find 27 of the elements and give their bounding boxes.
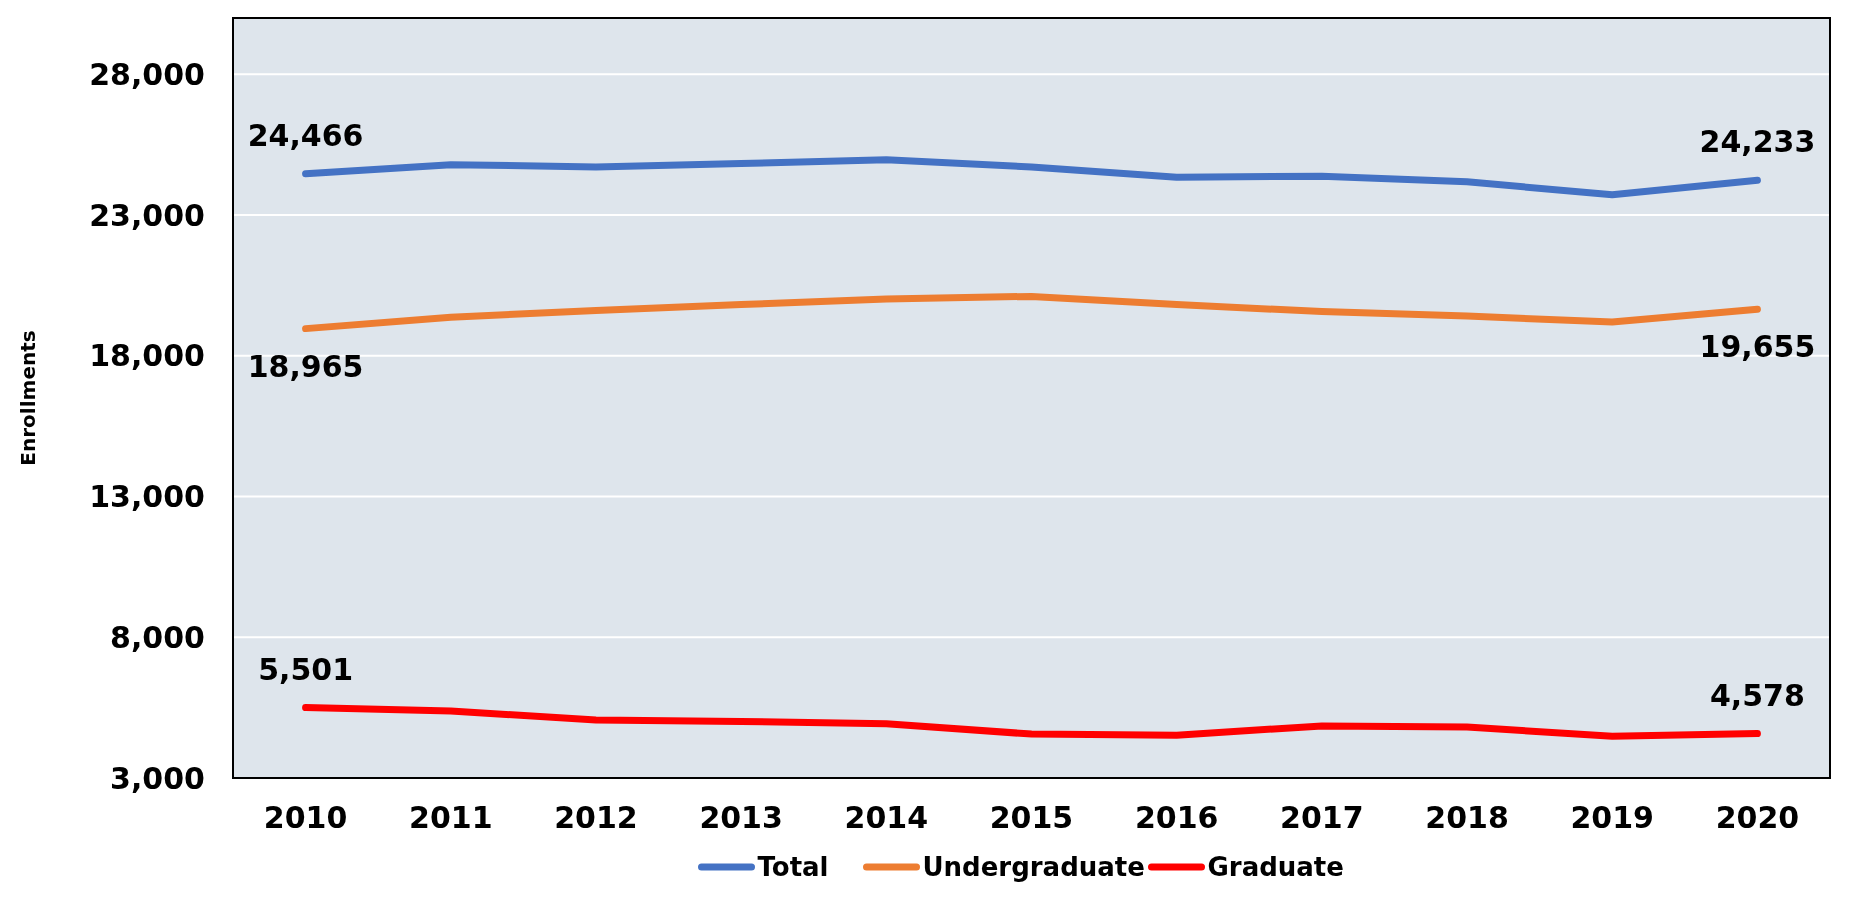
legend-label: Graduate	[1207, 852, 1344, 882]
y-tick-label: 18,000	[89, 338, 205, 374]
x-tick-label: 2013	[699, 800, 783, 835]
y-axis-title: Enrollments	[16, 330, 40, 466]
x-tick-label: 2012	[554, 800, 638, 835]
y-tick-label: 8,000	[110, 619, 205, 655]
x-tick-label: 2018	[1425, 800, 1509, 835]
legend-label: Total	[757, 852, 829, 882]
y-tick-label: 23,000	[89, 197, 205, 233]
data-label: 24,233	[1699, 124, 1816, 160]
x-tick-label: 2015	[989, 800, 1074, 835]
x-tick-label: 2019	[1570, 800, 1654, 835]
data-label: 19,655	[1699, 329, 1816, 365]
x-tick-label: 2016	[1134, 800, 1219, 835]
data-label: 18,965	[247, 348, 364, 384]
x-tick-label: 2017	[1280, 800, 1364, 835]
y-tick-label: 13,000	[89, 479, 205, 515]
x-tick-label: 2011	[409, 800, 493, 835]
data-label: 5,501	[258, 651, 354, 687]
legend-label: Undergraduate	[922, 852, 1145, 882]
y-tick-label: 28,000	[89, 56, 205, 92]
x-tick-label: 2010	[263, 800, 348, 835]
x-tick-label: 2014	[844, 800, 929, 835]
data-label: 4,578	[1709, 677, 1805, 713]
x-tick-label: 2020	[1715, 800, 1800, 835]
y-tick-label: 3,000	[110, 760, 205, 796]
data-label: 24,466	[247, 117, 364, 153]
